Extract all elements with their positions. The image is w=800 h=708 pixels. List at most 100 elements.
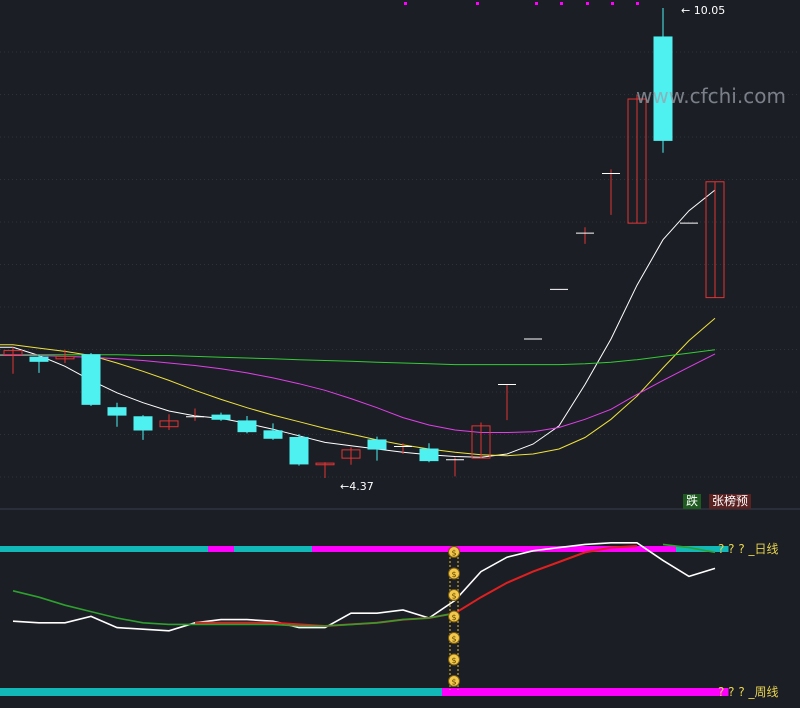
- coin-symbol: $: [451, 678, 456, 687]
- weekly-band-segment: [650, 688, 677, 696]
- daily-band-segment: [702, 546, 729, 552]
- candle-body: [263, 430, 283, 439]
- daily-band-segment: [650, 546, 677, 552]
- top-marker-dot: [636, 2, 639, 5]
- high-price-value: 10.05: [693, 4, 726, 17]
- candle-body: [55, 355, 75, 360]
- daily-band-segment: [286, 546, 313, 552]
- daily-band-segment: [546, 546, 573, 552]
- daily-band-segment: [312, 546, 339, 552]
- top-markers: [404, 2, 639, 5]
- low-price-value: 4.37: [349, 480, 374, 493]
- weekly-band-segment: [0, 688, 27, 696]
- weekly-band-segment: [520, 688, 547, 696]
- series-line-ma5: [0, 189, 716, 458]
- weekly-band-segment: [104, 688, 131, 696]
- weekly-band-segment: [286, 688, 313, 696]
- indicator-bands: [0, 546, 729, 696]
- candle-body: [159, 420, 179, 428]
- daily-band-segment: [468, 546, 495, 552]
- daily-band-segment: [520, 546, 547, 552]
- weekly-band-segment: [468, 688, 495, 696]
- weekly-band-segment: [52, 688, 79, 696]
- candle-body: [627, 98, 647, 224]
- coin-icon: [448, 675, 460, 687]
- low-price-label: ←4.37: [340, 480, 374, 493]
- candle-body: [367, 439, 387, 450]
- daily-band-segment: [208, 546, 235, 552]
- daily-band-segment: [52, 546, 79, 552]
- daily-band-segment: [676, 546, 703, 552]
- daily-line-label: ? ? ? _日线: [718, 542, 779, 556]
- daily-band-segment: [0, 546, 27, 552]
- weekly-band-segment: [364, 688, 391, 696]
- daily-band-segment: [130, 546, 157, 552]
- candle-body: [133, 416, 153, 431]
- daily-band-segment: [390, 546, 417, 552]
- top-marker-dot: [560, 2, 563, 5]
- daily-band-segment: [260, 546, 287, 552]
- daily-band-segment: [182, 546, 209, 552]
- indicator-white-line: [12, 542, 716, 632]
- weekly-band-segment: [78, 688, 105, 696]
- candle-body: [29, 356, 49, 362]
- daily-band-segment: [104, 546, 131, 552]
- candle-body: [3, 350, 23, 356]
- indicator-green-line: [12, 543, 716, 627]
- weekly-band-segment: [26, 688, 53, 696]
- low-arrow: ←: [340, 480, 350, 493]
- daily-band-segment: [338, 546, 365, 552]
- high-price-label: ← 10.05: [681, 4, 726, 17]
- candle-body: [237, 420, 257, 433]
- coin-icon: [448, 653, 460, 666]
- weekly-band-segment: [442, 688, 469, 696]
- indicator-lines: [12, 542, 716, 632]
- series-line-ma10: [0, 317, 716, 457]
- signal-column: $ $ $ $ $ $ $: [448, 546, 460, 690]
- candle-body: [315, 462, 335, 466]
- coin-symbol: $: [451, 592, 456, 601]
- daily-band-segment: [416, 546, 443, 552]
- coin-icon: [448, 546, 460, 558]
- weekly-band-segment: [312, 688, 339, 696]
- coin-symbol: $: [451, 656, 456, 665]
- candle-body: [653, 36, 673, 141]
- daily-band-segment: [234, 546, 261, 552]
- candle-body: [471, 425, 491, 459]
- daily-band-segment: [78, 546, 105, 552]
- moving-average-lines: [0, 189, 716, 458]
- candle-body: [107, 407, 127, 416]
- daily-band-segment: [26, 546, 53, 552]
- candle-body: [289, 436, 309, 465]
- watermark: www.cfchi.com: [636, 84, 786, 108]
- daily-band-segment: [494, 546, 521, 552]
- weekly-band-segment: [260, 688, 287, 696]
- weekly-band-segment: [702, 688, 729, 696]
- daily-band-segment: [364, 546, 391, 552]
- daily-band-segment: [598, 546, 625, 552]
- coin-symbol: $: [451, 613, 456, 622]
- weekly-line-label: ? ? ? _周线: [718, 685, 779, 699]
- coin-symbol: $: [451, 635, 456, 644]
- price-gridlines: [0, 51, 800, 478]
- candlesticks: [3, 8, 725, 478]
- candle-body: [419, 448, 439, 462]
- weekly-band-segment: [208, 688, 235, 696]
- candle-body: [341, 449, 361, 459]
- weekly-band-segment: [494, 688, 521, 696]
- coin-icon: [448, 589, 460, 601]
- daily-band-segment: [624, 546, 651, 552]
- candle-body: [211, 414, 231, 420]
- coin-symbol: $: [451, 570, 456, 579]
- weekly-band-segment: [546, 688, 573, 696]
- weekly-band-segment: [598, 688, 625, 696]
- top-marker-dot: [611, 2, 614, 5]
- weekly-band-segment: [156, 688, 183, 696]
- series-line-ma60: [0, 349, 716, 366]
- candle-body: [705, 181, 725, 299]
- weekly-band-segment: [390, 688, 417, 696]
- weekly-band-segment: [130, 688, 157, 696]
- coin-icon: [448, 632, 460, 644]
- limit-up-badge: 张榜预: [709, 494, 752, 509]
